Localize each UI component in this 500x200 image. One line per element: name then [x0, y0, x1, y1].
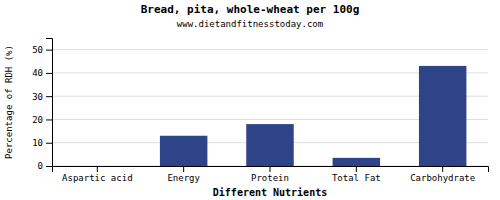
- x-tick: Energy: [167, 166, 200, 183]
- chart-svg: Aspartic acid Energy Protein Total Fat Carbo…: [0, 0, 500, 200]
- y-tick-mark: [46, 73, 52, 74]
- title: Bread, pita, whole-wheat per 100g: [141, 3, 360, 16]
- x-tick-label: Total Fat: [332, 173, 381, 183]
- x-tick-label: Protein: [251, 173, 289, 183]
- y-tick: 0: [38, 161, 52, 171]
- y-axis-line: [46, 39, 53, 167]
- y-axis-title: Percentage of RDH (%): [4, 45, 14, 159]
- y-tick-label: 30: [32, 92, 43, 102]
- x-tick-label: Energy: [167, 173, 200, 183]
- grid-line: [52, 49, 488, 50]
- bar: [160, 136, 207, 166]
- grid: [52, 50, 488, 166]
- y-tick-mark: [46, 119, 52, 120]
- y-tick: 20: [32, 115, 52, 125]
- x-tick: Aspartic acid: [62, 166, 132, 183]
- y-tick-mark: [46, 143, 52, 144]
- x-tick-mark: [97, 166, 98, 172]
- bar: [419, 66, 466, 166]
- x-tick-mark: [442, 166, 443, 172]
- x-tick-label: Aspartic acid: [62, 173, 132, 183]
- y-tick: 40: [32, 68, 52, 78]
- x-axis-title: Different Nutrients: [213, 187, 327, 198]
- y-tick-mark: [46, 96, 52, 97]
- y-tick-label: 0: [38, 161, 43, 171]
- x-tick-mark: [356, 166, 357, 172]
- y-tick-mark: [46, 166, 52, 167]
- chart-container: Aspartic acid Energy Protein Total Fat Carbo…: [0, 0, 500, 200]
- y-tick-label: 20: [32, 115, 43, 125]
- y-tick-label: 50: [32, 45, 43, 55]
- y-tick-mark: [46, 50, 52, 51]
- x-tick: Total Fat: [332, 166, 381, 183]
- subtitle: www.dietandfitnesstoday.com: [177, 19, 323, 29]
- bar: [333, 158, 380, 166]
- y-tick-label: 10: [32, 138, 43, 148]
- bars: [160, 66, 466, 166]
- x-tick-mark: [270, 166, 271, 172]
- y-axis: 0 10 20 30 40 50: [32, 39, 52, 172]
- y-tick-label: 40: [32, 68, 43, 78]
- x-tick-mark: [183, 166, 184, 172]
- y-tick: 30: [32, 92, 52, 102]
- x-tick-label: Carbohydrate: [410, 173, 475, 183]
- x-axis: Aspartic acid Energy Protein Total Fat Carbo…: [53, 166, 489, 183]
- x-tick: Protein: [251, 166, 289, 183]
- y-tick: 50: [32, 45, 52, 55]
- bar: [74, 166, 121, 167]
- x-tick: Carbohydrate: [410, 166, 475, 183]
- x-axis-line: [53, 167, 489, 173]
- y-tick: 10: [32, 138, 52, 148]
- bar: [246, 124, 293, 166]
